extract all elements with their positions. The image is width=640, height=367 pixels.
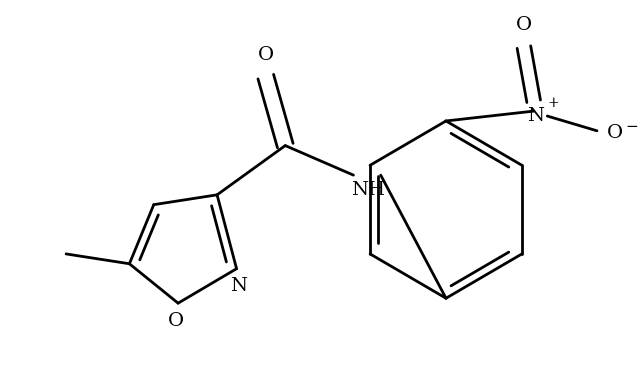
- Text: O: O: [258, 46, 274, 64]
- Text: O: O: [516, 17, 532, 34]
- Text: O: O: [168, 312, 184, 330]
- Text: −: −: [626, 120, 639, 134]
- Text: N: N: [230, 277, 247, 295]
- Text: NH: NH: [351, 181, 385, 199]
- Text: N: N: [527, 107, 544, 125]
- Text: O: O: [607, 124, 623, 142]
- Text: +: +: [547, 96, 559, 110]
